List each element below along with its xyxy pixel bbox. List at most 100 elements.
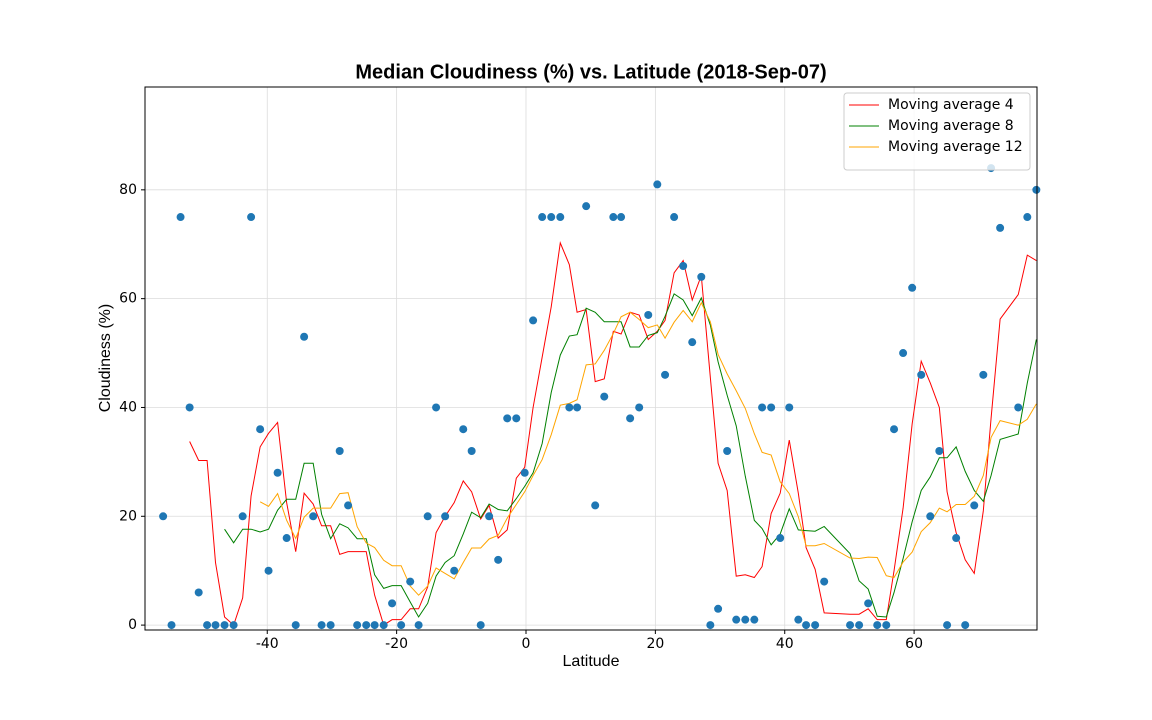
y-tick-label: 80 xyxy=(119,182,137,198)
scatter-point xyxy=(264,566,273,575)
scatter-point xyxy=(450,566,459,575)
y-tick-label: 0 xyxy=(128,617,137,633)
scatter-point xyxy=(485,512,494,521)
scatter-point xyxy=(282,534,291,543)
scatter-point xyxy=(414,621,423,630)
scatter-point xyxy=(908,283,917,292)
scatter-point xyxy=(326,621,335,630)
scatter-point xyxy=(556,213,565,222)
scatter-point xyxy=(573,403,582,412)
scatter-point xyxy=(600,392,609,401)
scatter-point xyxy=(388,599,397,608)
scatter-point xyxy=(979,370,988,379)
moving-average-line xyxy=(259,301,1037,596)
scatter-point xyxy=(1014,403,1023,412)
scatter-point xyxy=(714,604,723,613)
scatter-point xyxy=(706,621,715,630)
scatter-point xyxy=(767,403,776,412)
scatter-point xyxy=(291,621,300,630)
scatter-point xyxy=(159,512,168,521)
scatter-point xyxy=(661,370,670,379)
scatter-point xyxy=(565,403,574,412)
scatter-point xyxy=(617,213,626,222)
scatter-point xyxy=(899,349,908,358)
scatter-point xyxy=(220,621,229,630)
scatter-point xyxy=(802,621,811,630)
scatter-point xyxy=(397,621,406,630)
scatter-point xyxy=(476,621,485,630)
scatter-point xyxy=(370,621,379,630)
scatter-point xyxy=(943,621,952,630)
scatter-point xyxy=(785,403,794,412)
scatter-point xyxy=(211,621,220,630)
scatter-point xyxy=(494,555,503,564)
y-tick-label: 20 xyxy=(119,508,137,524)
scatter-point xyxy=(1023,213,1032,222)
scatter-point xyxy=(441,512,450,521)
x-tick-label: -40 xyxy=(256,636,279,652)
scatter-point xyxy=(609,213,618,222)
scatter-point xyxy=(247,213,256,222)
scatter-point xyxy=(890,425,899,434)
plot-frame xyxy=(144,86,1038,631)
scatter-point xyxy=(679,262,688,271)
scatter-point xyxy=(176,213,185,222)
scatter-point xyxy=(591,501,600,510)
scatter-point xyxy=(935,446,944,455)
x-tick-label: -20 xyxy=(385,636,408,652)
scatter-point xyxy=(432,403,441,412)
legend-label: Moving average 12 xyxy=(888,139,1023,155)
scatter-point xyxy=(776,534,785,543)
scatter-point xyxy=(512,414,521,423)
scatter-point xyxy=(917,370,926,379)
scatter-point xyxy=(520,468,529,477)
x-tick-label: 0 xyxy=(522,636,531,652)
scatter-point xyxy=(741,615,750,624)
scatter-point xyxy=(723,446,732,455)
x-axis-label: Latitude xyxy=(563,653,620,670)
scatter-point xyxy=(926,512,935,521)
x-tick-label: 20 xyxy=(646,636,664,652)
scatter-point xyxy=(996,223,1005,232)
scatter-point xyxy=(626,414,635,423)
scatter-point xyxy=(309,512,318,521)
chart-title: Median Cloudiness (%) vs. Latitude (2018… xyxy=(355,61,826,83)
scatter-point xyxy=(794,615,803,624)
scatter-point xyxy=(864,599,873,608)
scatter-point xyxy=(697,272,706,281)
scatter-point xyxy=(582,202,591,211)
scatter-point xyxy=(529,316,538,325)
scatter-point xyxy=(194,588,203,597)
y-tick-label: 40 xyxy=(119,399,137,415)
y-axis-label: Cloudiness (%) xyxy=(97,304,114,412)
scatter-point xyxy=(362,621,371,630)
scatter-point xyxy=(406,577,415,586)
scatter-point xyxy=(335,446,344,455)
scatter-point xyxy=(256,425,265,434)
scatter-point xyxy=(353,621,362,630)
scatter-point xyxy=(300,332,309,341)
scatter-point xyxy=(379,621,388,630)
scatter-point xyxy=(459,425,468,434)
scatter-point xyxy=(873,621,882,630)
scatter-point xyxy=(961,621,970,630)
x-tick-label: 40 xyxy=(776,636,794,652)
scatter-point xyxy=(167,621,176,630)
legend-box xyxy=(843,92,1031,171)
x-tick-label: 60 xyxy=(905,636,923,652)
scatter-point xyxy=(970,501,979,510)
scatter-point xyxy=(653,180,662,189)
scatter-point xyxy=(820,577,829,586)
scatter-point xyxy=(750,615,759,624)
scatter-point xyxy=(644,310,653,319)
moving-average-line xyxy=(224,293,1037,618)
scatter-point xyxy=(688,338,697,347)
scatter-point xyxy=(732,615,741,624)
scatter-point xyxy=(238,512,247,521)
scatter-point xyxy=(547,213,556,222)
scatter-point xyxy=(203,621,212,630)
scatter-point xyxy=(952,534,961,543)
scatter-point xyxy=(846,621,855,630)
